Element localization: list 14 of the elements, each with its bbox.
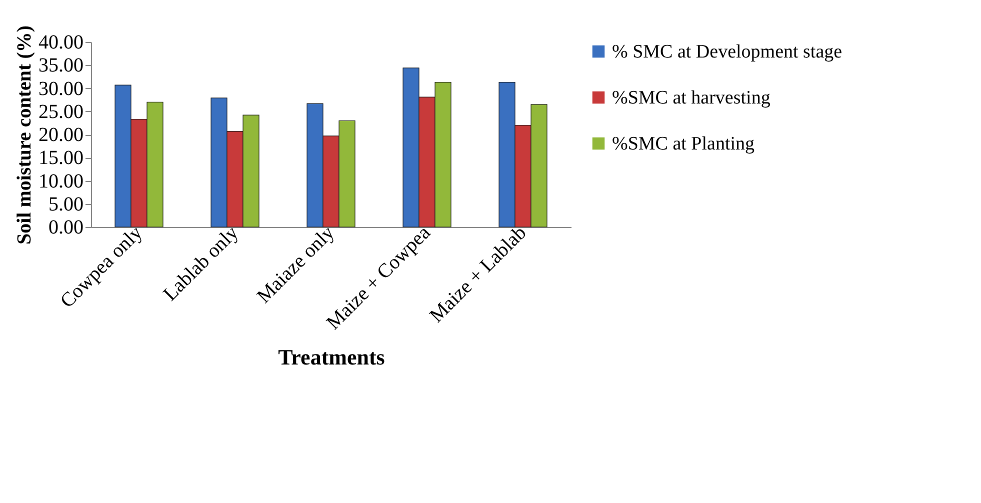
- y-tick-label: 25.00: [38, 100, 84, 123]
- y-tick-label: 30.00: [38, 78, 84, 100]
- y-tick-label: 35.00: [38, 54, 84, 77]
- legend-label: % SMC at Development stage: [612, 42, 842, 62]
- y-tick-label: 15.00: [38, 147, 84, 170]
- legend-label: %SMC at harvesting: [612, 88, 771, 108]
- y-tick-label: 20.00: [38, 124, 84, 146]
- legend-label: %SMC at Planting: [612, 134, 756, 154]
- y-tick-label: 40.00: [38, 32, 84, 54]
- y-axis-title: Soil moisture content (%): [14, 25, 36, 245]
- y-tick-label: 5.00: [48, 193, 84, 216]
- x-axis-title: Treatments: [278, 344, 386, 370]
- y-tick-label: 10.00: [38, 170, 84, 192]
- y-tick-label: 0.00: [48, 216, 84, 238]
